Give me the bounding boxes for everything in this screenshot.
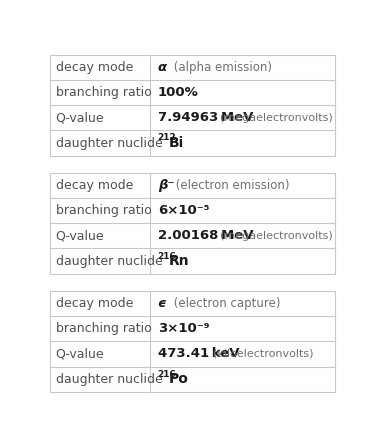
Text: 212: 212 [158,133,176,142]
Bar [50,55,335,156]
Text: 216: 216 [158,370,176,378]
Text: daughter nuclide: daughter nuclide [56,136,162,149]
Text: Rn: Rn [169,254,190,268]
Text: branching ratio: branching ratio [56,86,152,99]
Text: decay mode: decay mode [56,297,133,310]
Text: branching ratio: branching ratio [56,323,152,335]
Text: Q-value: Q-value [56,229,105,243]
Text: 100%: 100% [158,86,199,99]
Text: Bi: Bi [169,136,184,150]
Text: 2.00168 MeV: 2.00168 MeV [158,229,253,243]
Text: daughter nuclide: daughter nuclide [56,254,162,267]
Bar [50,291,335,392]
Text: 216: 216 [158,252,176,260]
Text: branching ratio: branching ratio [56,205,152,217]
Text: α: α [158,61,167,74]
Text: Q-value: Q-value [56,347,105,361]
Text: ϵ: ϵ [158,297,166,310]
Text: Q-value: Q-value [56,111,105,125]
Text: daughter nuclide: daughter nuclide [56,373,162,385]
Text: 3×10⁻⁹: 3×10⁻⁹ [158,323,209,335]
Text: decay mode: decay mode [56,61,133,74]
Bar [50,173,335,274]
Text: (kiloelectronvolts): (kiloelectronvolts) [213,349,314,359]
Text: β⁻: β⁻ [158,179,174,192]
Text: (megaelectronvolts): (megaelectronvolts) [220,113,333,123]
Text: decay mode: decay mode [56,179,133,192]
Text: (megaelectronvolts): (megaelectronvolts) [220,231,333,241]
Text: 7.94963 MeV: 7.94963 MeV [158,111,253,125]
Text: (alpha emission): (alpha emission) [170,61,272,74]
Text: Po: Po [169,372,189,386]
Text: 473.41 keV: 473.41 keV [158,347,239,361]
Text: (electron capture): (electron capture) [170,297,280,310]
Text: (electron emission): (electron emission) [172,179,289,192]
Text: 6×10⁻⁵: 6×10⁻⁵ [158,205,209,217]
